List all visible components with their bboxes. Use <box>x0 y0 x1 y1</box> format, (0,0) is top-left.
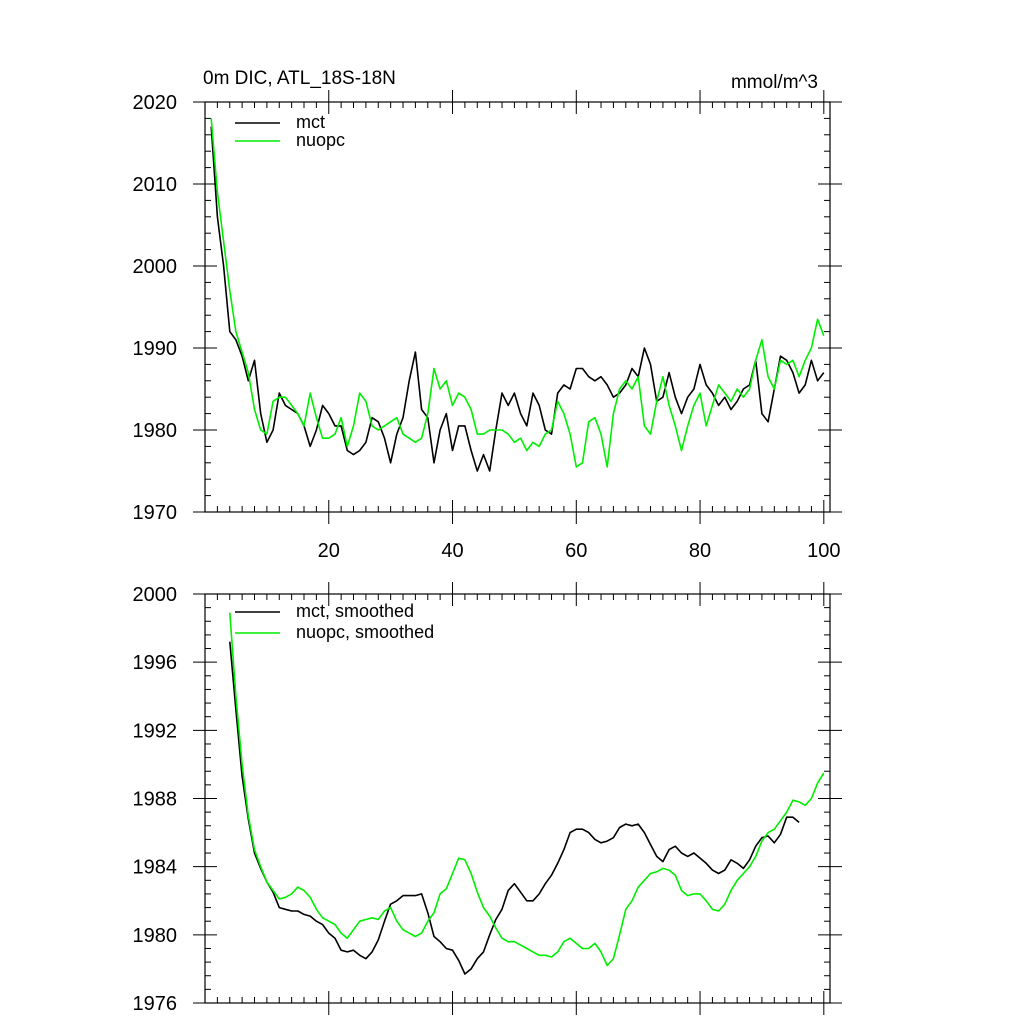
top-panel: 20 40 60 80 100 1970 1980 1990 2000 2010 2020 mctnu… <box>133 90 842 562</box>
legend-label: nuopc, smoothed <box>296 622 434 642</box>
y-tick-label: 1980 <box>133 925 178 947</box>
legend-label: mct, smoothed <box>296 601 414 621</box>
y-tick-label: 2000 <box>133 256 178 278</box>
y-tick-label: 1970 <box>133 502 178 524</box>
legend-label: mct <box>296 112 325 132</box>
units-label: mmol/m^3 <box>731 72 818 93</box>
y-tick-label: 1988 <box>133 789 178 811</box>
y-tick-label: 1976 <box>133 993 178 1015</box>
x-tick-label: 80 <box>689 540 711 562</box>
panel-title: 0m DIC, ATL_18S-18N <box>203 68 396 89</box>
x-tick-label: 40 <box>441 540 463 562</box>
x-tick-label: 20 <box>318 540 340 562</box>
y-tick-label: 2010 <box>133 174 178 196</box>
y-tick-label: 2000 <box>133 584 178 606</box>
series-line-mct <box>229 641 800 975</box>
series-line-mct <box>210 126 825 472</box>
series-line-nuopc <box>210 118 825 468</box>
y-tick-label: 1992 <box>133 720 178 742</box>
series-line-nuopc <box>229 612 825 967</box>
y-tick-label: 2020 <box>133 92 178 114</box>
x-tick-label: 100 <box>807 540 840 562</box>
y-tick-label: 1996 <box>133 652 178 674</box>
y-tick-label: 1980 <box>133 420 178 442</box>
x-tick-label: 60 <box>565 540 587 562</box>
plot-frame <box>204 593 831 1004</box>
legend-label: nuopc <box>296 130 345 150</box>
plot-frame <box>204 101 831 513</box>
y-tick-label: 1984 <box>133 857 178 879</box>
bottom-panel: 1976 1980 1984 1988 1992 1996 2000 mct, smoothe… <box>133 582 842 1015</box>
y-tick-label: 1990 <box>133 338 178 360</box>
